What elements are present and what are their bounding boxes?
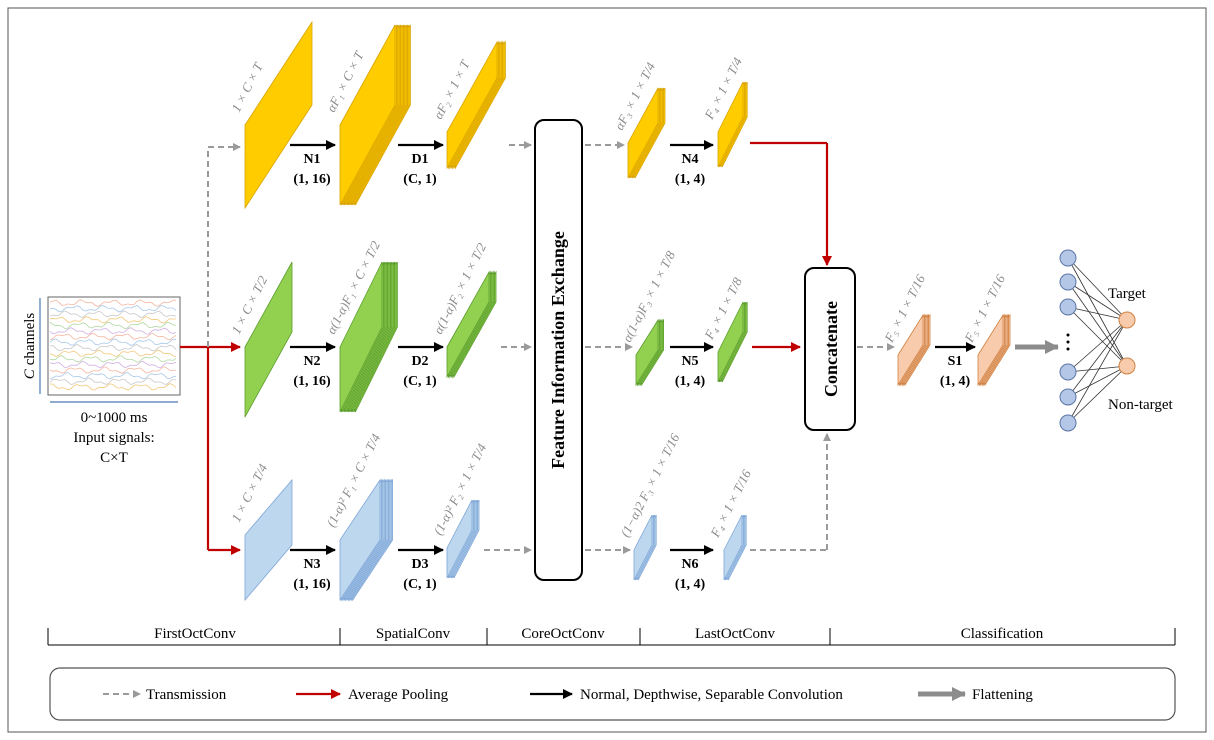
legend-label: Transmission	[146, 687, 227, 703]
op-kernel: (C, 1)	[403, 374, 437, 389]
nn-ellipsis	[1067, 334, 1070, 337]
stage-label: SpatialConv	[376, 626, 451, 642]
stage-label: Classification	[961, 626, 1044, 642]
op-kernel: (1, 4)	[675, 577, 706, 592]
channel-text: channels	[22, 313, 38, 366]
op-kernel: (1, 4)	[675, 374, 706, 389]
nn-input-node	[1060, 250, 1076, 266]
nn-input-node	[1060, 389, 1076, 405]
op-name: N2	[303, 354, 320, 369]
op-name: D2	[411, 354, 428, 369]
op-kernel: (1, 16)	[293, 374, 331, 389]
exchange-label: Feature Information Exchange	[548, 231, 568, 469]
op-kernel: (1, 16)	[293, 172, 331, 187]
op-kernel: (1, 16)	[293, 577, 331, 592]
time-label: 0~1000 ms	[81, 410, 148, 426]
channel-symbol: C	[22, 368, 38, 379]
channel-label: Cchannels	[22, 313, 38, 380]
nn-input-node	[1060, 299, 1076, 315]
nn-output-node	[1119, 312, 1135, 328]
nn-output-node	[1119, 358, 1135, 374]
op-name: S1	[948, 354, 963, 369]
legend-label: Flattening	[972, 687, 1033, 703]
frame	[8, 8, 1206, 732]
op-kernel: (1, 4)	[940, 374, 971, 389]
input-caption: C×T	[100, 450, 128, 466]
diagram: Cchannels0~1000 msInput signals:C×T1 × C…	[0, 0, 1214, 740]
nn-input-node	[1060, 364, 1076, 380]
op-kernel: (C, 1)	[403, 172, 437, 187]
nn-ellipsis	[1067, 348, 1070, 351]
nn-input-node	[1060, 274, 1076, 290]
nn-input-node	[1060, 415, 1076, 431]
op-kernel: (C, 1)	[403, 577, 437, 592]
op-name: N3	[303, 557, 320, 572]
op-kernel: (1, 4)	[675, 172, 706, 187]
op-name: N4	[681, 152, 698, 167]
nn-ellipsis	[1067, 341, 1070, 344]
input-caption: Input signals:	[73, 430, 154, 446]
op-name: N6	[681, 557, 698, 572]
stage-label: FirstOctConv	[154, 626, 236, 642]
stage-label: LastOctConv	[695, 626, 775, 642]
op-name: D1	[411, 152, 428, 167]
output-label: Non-target	[1108, 397, 1174, 413]
output-label: Target	[1108, 286, 1147, 302]
op-name: N1	[303, 152, 320, 167]
op-name: N5	[681, 354, 698, 369]
op-name: D3	[411, 557, 428, 572]
legend-label: Average Pooling	[348, 687, 449, 703]
stage-label: CoreOctConv	[521, 626, 605, 642]
concatenate-label: Concatenate	[821, 301, 841, 397]
legend-label: Normal, Depthwise, Separable Convolution	[580, 687, 843, 703]
